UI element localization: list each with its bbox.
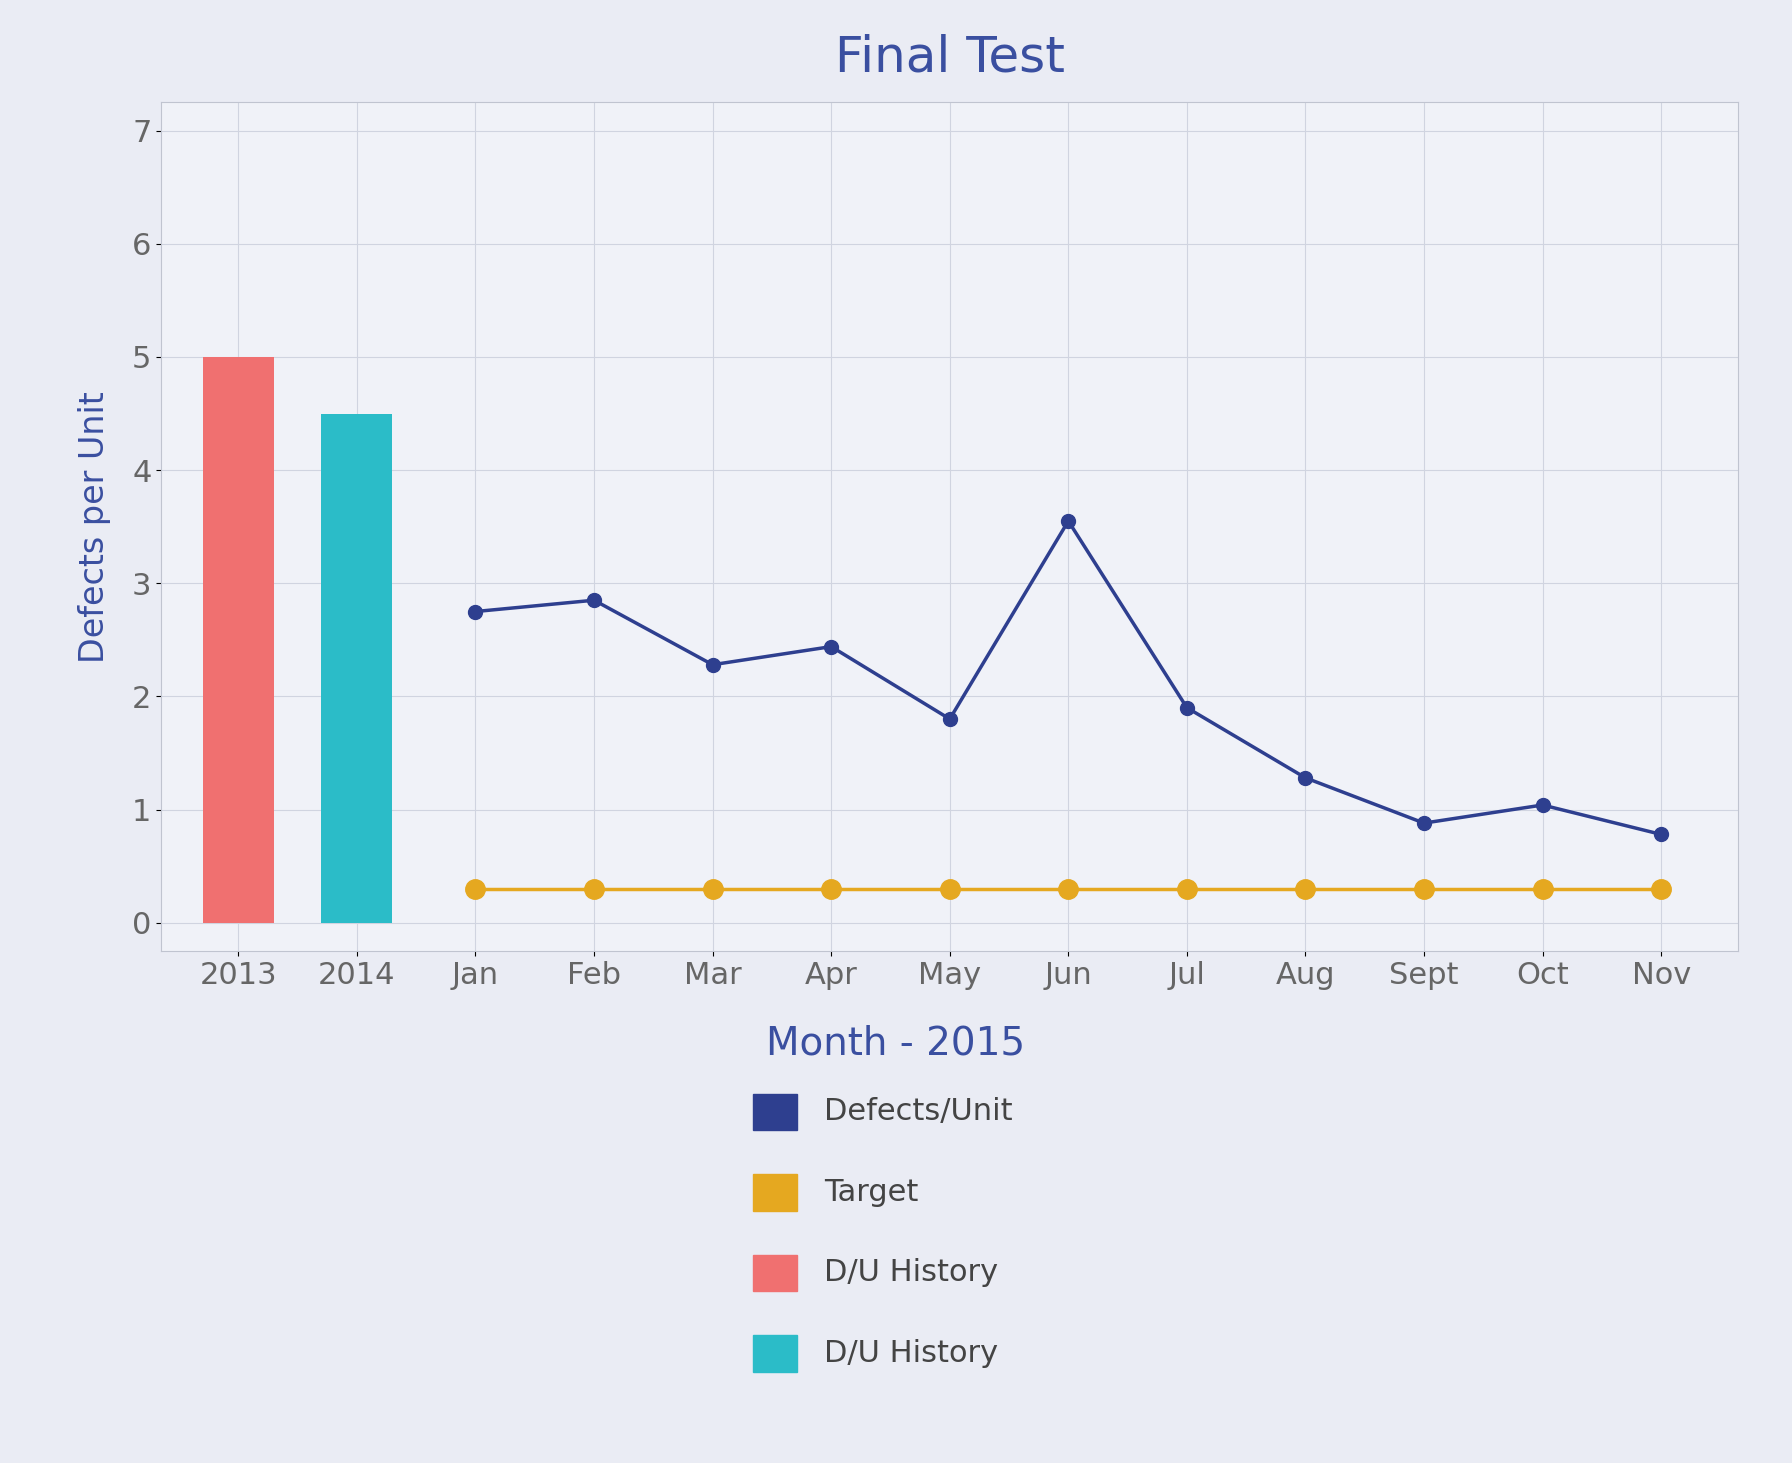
Title: Final Test: Final Test — [835, 34, 1064, 82]
Text: D/U History: D/U History — [824, 1339, 998, 1368]
Y-axis label: Defects per Unit: Defects per Unit — [79, 391, 111, 663]
Text: Month - 2015: Month - 2015 — [767, 1024, 1025, 1062]
Text: D/U History: D/U History — [824, 1258, 998, 1287]
Bar — [202, 357, 274, 923]
Text: Target: Target — [824, 1178, 919, 1207]
Text: Defects/Unit: Defects/Unit — [824, 1097, 1012, 1127]
Bar — [321, 414, 392, 923]
